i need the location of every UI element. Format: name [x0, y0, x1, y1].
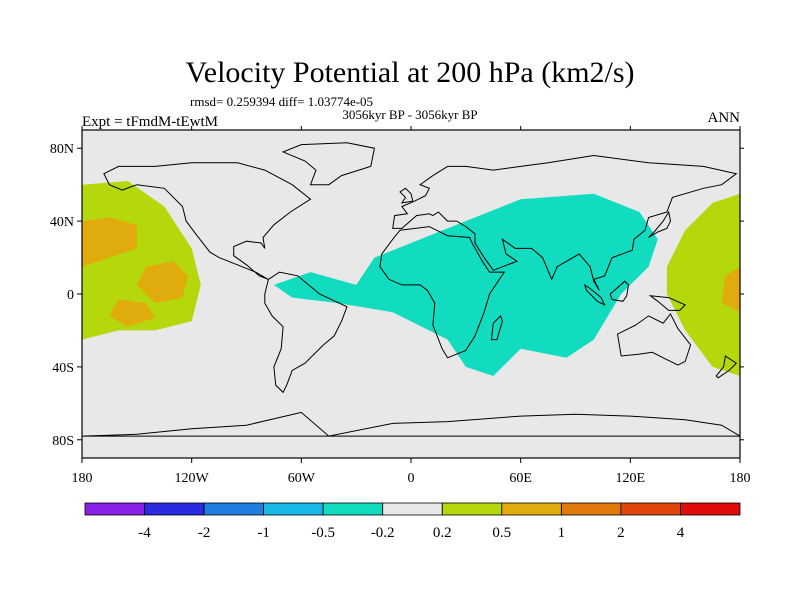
coastline-new-guinea	[648, 295, 687, 311]
x-tick-label: 60E	[509, 471, 532, 486]
field-positive-anomaly-west-pacific	[666, 193, 740, 376]
coastline-africa	[379, 226, 506, 359]
colorbar-swatch	[322, 502, 384, 516]
y-tick-label: 40S	[52, 361, 74, 376]
coastline-great-britain	[399, 187, 414, 204]
season-label: ANN	[708, 110, 741, 126]
colorbar-label: -2	[198, 525, 211, 541]
x-tick-label: 0	[408, 471, 415, 486]
colorbar-swatch	[501, 502, 562, 516]
colorbar-label: -0.5	[311, 525, 335, 541]
anomaly-field-layer	[82, 181, 740, 376]
field-positive-core-north-pacific-1	[82, 217, 137, 267]
y-axis: 80N 40N 0 40S 80S	[50, 142, 744, 449]
y-tick-label: 80S	[52, 434, 74, 449]
coastline-australia	[616, 313, 692, 366]
colorbar-label: -1	[257, 525, 270, 541]
colorbar-label: 4	[677, 525, 685, 541]
field-positive-core-central-pacific	[109, 299, 156, 327]
y-tick-label: 40N	[50, 215, 74, 230]
y-tick-label: 80N	[50, 142, 74, 157]
coastline-north-america	[103, 162, 312, 280]
colorbar-label: 2	[617, 525, 625, 541]
coastline-antarctica	[82, 411, 740, 437]
colorbar-swatch	[382, 502, 443, 516]
x-axis: 180 120W 60W 0 60E 120E 180	[72, 126, 751, 486]
colorbar: -4 -2 -1 -0.5 -0.2 0.2 0.5 1 2 4	[84, 502, 741, 541]
coastline-layer	[82, 142, 740, 437]
field-negative-anomaly-eurasia-africa	[273, 193, 658, 376]
colorbar-swatch	[441, 502, 503, 516]
colorbar-swatch	[84, 502, 145, 516]
colorbar-label: 0.2	[433, 525, 452, 541]
field-positive-core-west-pacific	[721, 266, 740, 313]
colorbar-swatch	[203, 502, 265, 516]
colorbar-label: 0.5	[492, 525, 511, 541]
coastline-south-america	[264, 271, 348, 394]
coastline-japan	[648, 210, 672, 238]
coastline-madagascar	[490, 314, 503, 341]
colorbar-swatch	[144, 502, 205, 516]
colorbar-swatch	[263, 502, 324, 516]
x-tick-label: 120W	[175, 471, 210, 486]
colorbar-swatch	[680, 502, 741, 516]
colorbar-label: 1	[558, 525, 566, 541]
x-tick-label: 180	[730, 471, 751, 486]
coastline-borneo	[609, 280, 630, 302]
x-tick-label: 180	[72, 471, 93, 486]
y-tick-label: 0	[67, 288, 74, 303]
coastline-eurasia	[392, 154, 738, 291]
period-label: 3056kyr BP - 3056kyr BP	[342, 107, 477, 122]
coastline-new-zealand	[715, 355, 738, 379]
colorbar-swatch	[620, 502, 681, 516]
coastline-greenland	[281, 142, 375, 186]
stats-line: rmsd= 0.259394 diff= 1.03774e-05	[190, 94, 373, 109]
x-tick-label: 60W	[288, 471, 316, 486]
experiment-label: Expt = tFmdM-tEwtM	[82, 114, 218, 130]
colorbar-swatch	[561, 502, 622, 516]
coastline-sumatra	[583, 283, 606, 306]
colorbar-label: -4	[138, 525, 151, 541]
field-positive-core-north-pacific-2	[136, 261, 188, 304]
chart-title: Velocity Potential at 200 hPa (km2/s)	[185, 56, 634, 89]
x-tick-label: 120E	[616, 471, 646, 486]
colorbar-label: -0.2	[371, 525, 395, 541]
